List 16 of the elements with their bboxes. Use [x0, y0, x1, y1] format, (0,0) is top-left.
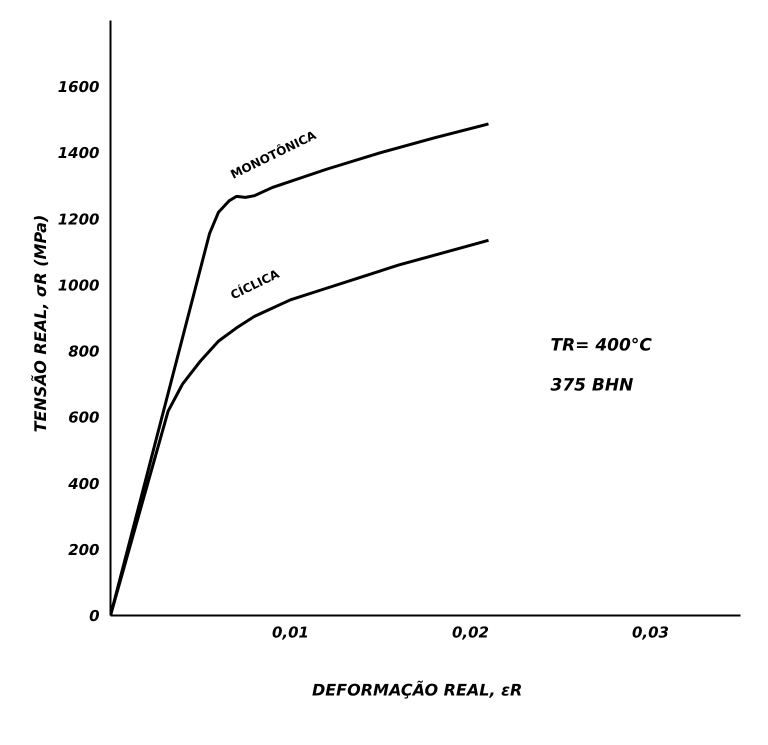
- y-tick-label: 200: [68, 540, 100, 559]
- y-tick-label: 1600: [58, 78, 100, 96]
- y-tick-label: 400: [67, 474, 100, 493]
- y-tick-label: 0: [89, 607, 100, 625]
- y-axis-title: TENSÃO REAL, σR (MPa): [30, 214, 50, 432]
- x-tick-label: 0,02: [452, 624, 490, 642]
- annotation: 375 BHN: [550, 376, 634, 396]
- x-axis-title: DEFORMAÇÃO REAL, εR: [312, 680, 522, 700]
- y-tick-label: 1200: [58, 210, 100, 228]
- y-tick-label: 600: [68, 408, 100, 427]
- x-tick-label: 0,01: [272, 624, 310, 642]
- y-tick-label: 800: [68, 342, 100, 361]
- annotation: TR= 400°C: [550, 336, 652, 356]
- y-tick-label: 1400: [58, 144, 100, 162]
- x-tick-label: 0,03: [632, 624, 670, 642]
- y-tick-label: 1000: [58, 276, 100, 294]
